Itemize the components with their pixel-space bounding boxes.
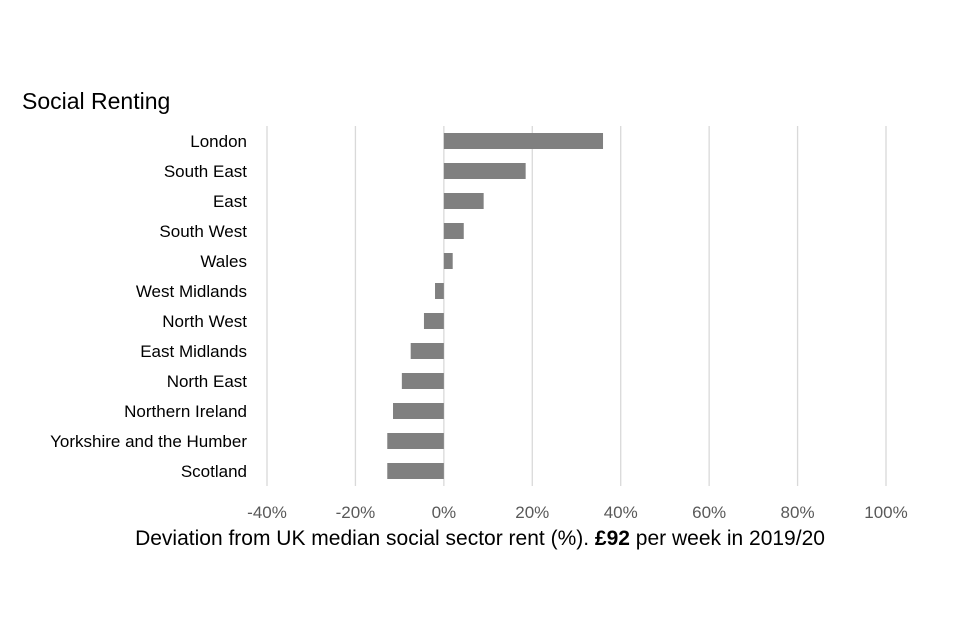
x-axis-label-bold: £92	[594, 527, 630, 550]
bar	[443, 193, 484, 209]
x-axis-label-before: Deviation from UK median social sector r…	[135, 527, 595, 550]
chart-title: Social Renting	[22, 88, 171, 114]
category-label: East	[213, 192, 247, 211]
bar	[443, 223, 464, 239]
category-label: South West	[159, 222, 247, 241]
category-label: North East	[167, 372, 248, 391]
x-tick-label: 0%	[432, 503, 457, 522]
bar	[393, 403, 444, 419]
category-label: Scotland	[181, 462, 247, 481]
x-tick-label: -40%	[247, 503, 287, 522]
x-axis-label: Deviation from UK median social sector r…	[0, 527, 960, 551]
bar	[410, 343, 444, 359]
category-label: North West	[162, 312, 247, 331]
bar	[443, 163, 526, 179]
bar	[435, 283, 444, 299]
x-tick-label: 100%	[864, 503, 907, 522]
bar	[443, 133, 604, 149]
x-tick-label: 60%	[692, 503, 726, 522]
category-label: East Midlands	[140, 342, 247, 361]
category-label: West Midlands	[136, 282, 247, 301]
x-tick-label: 20%	[515, 503, 549, 522]
x-tick-label: 80%	[781, 503, 815, 522]
bar	[401, 373, 444, 389]
category-label: Northern Ireland	[124, 402, 247, 421]
x-tick-label: 40%	[604, 503, 638, 522]
bar	[423, 313, 444, 329]
category-label: South East	[164, 162, 247, 181]
bar	[387, 463, 444, 479]
x-axis-label-after: per week in 2019/20	[629, 527, 825, 550]
category-label: London	[190, 132, 247, 151]
bar	[387, 433, 444, 449]
bar	[443, 253, 453, 269]
category-label: Wales	[200, 252, 247, 271]
x-tick-label: -20%	[336, 503, 376, 522]
category-label: Yorkshire and the Humber	[50, 432, 247, 451]
